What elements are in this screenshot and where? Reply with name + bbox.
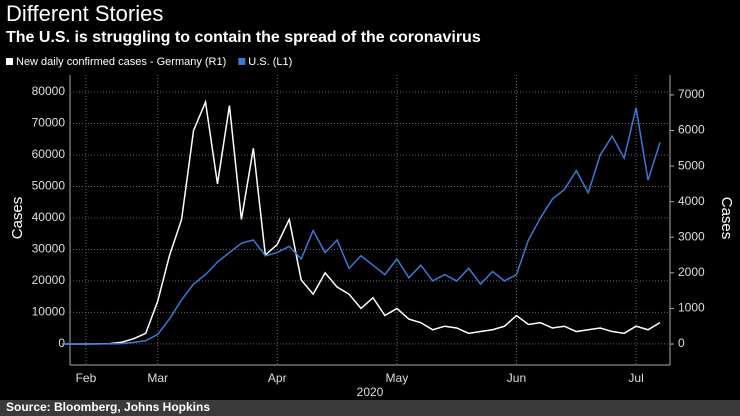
chart-title: Different Stories [6,1,163,26]
x-tick-label: Apr [268,371,287,385]
y-tick-label: 20000 [32,273,66,287]
y2-tick-label: 4000 [678,194,705,208]
legend-swatch [238,58,246,65]
x-tick-label: Feb [76,371,97,385]
x-tick-label: Mar [147,371,168,385]
series-line [62,99,661,345]
x-tick-label: Jun [507,371,526,385]
y-tick-label: 80000 [32,84,66,98]
y2-tick-label: 0 [678,336,685,350]
y-tick-label: 60000 [32,147,66,161]
legend-label: U.S. (L1) [248,56,292,68]
y2-tick-label: 6000 [678,123,705,137]
footer-bar [0,400,740,416]
y-tick-label: 0 [58,336,65,350]
y2-axis-label: Cases [718,197,735,240]
y-tick-label: 40000 [32,210,66,224]
y-axis-label: Cases [9,197,26,240]
y2-tick-label: 2000 [678,265,705,279]
legend-swatch [6,58,13,65]
y-tick-label: 50000 [32,179,66,193]
y-tick-label: 10000 [32,305,66,319]
y2-tick-label: 5000 [678,158,705,172]
chart-subtitle: The U.S. is struggling to contain the sp… [6,29,481,46]
source: Source: Bloomberg, Johns Hopkins [6,400,210,414]
x-axis-label: 2020 [357,385,384,399]
y-tick-label: 70000 [32,116,66,130]
y2-tick-label: 1000 [678,301,705,315]
x-tick-label: May [386,371,409,385]
y-tick-label: 30000 [32,242,66,256]
legend-label: New daily confirmed cases - Germany (R1) [16,56,226,68]
series-line [62,107,661,345]
y2-tick-label: 7000 [678,87,705,101]
y2-tick-label: 3000 [678,229,705,243]
x-tick-label: Jul [628,371,643,385]
